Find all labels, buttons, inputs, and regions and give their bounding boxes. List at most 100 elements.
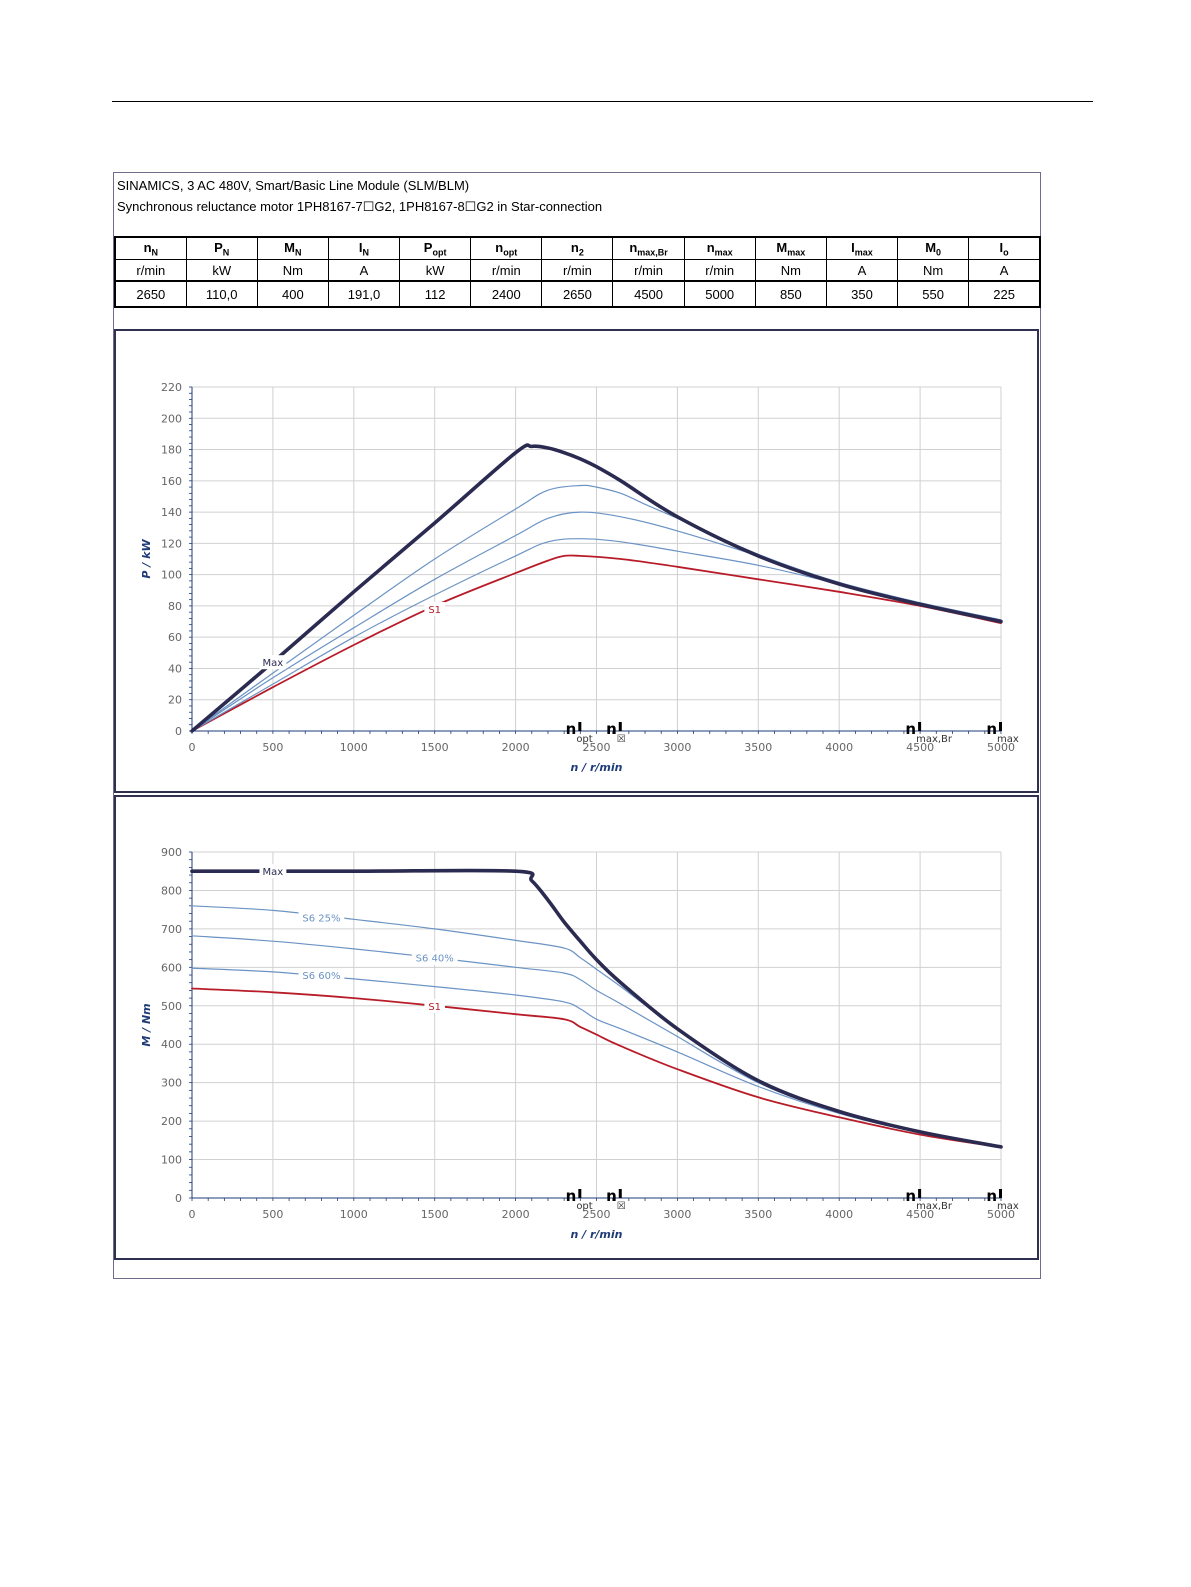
- series-line-s6: [191, 967, 1002, 1148]
- x-tick-label: 1000: [340, 1208, 368, 1221]
- y-tick-label: 300: [161, 1077, 182, 1090]
- x-tick-label: 4500: [906, 1208, 934, 1221]
- param-value: 110,0: [185, 280, 258, 308]
- y-axis-label: P / kW: [140, 539, 153, 579]
- parameter-symbol-row: nN PN MN IN Popt nopt n2 nmax,Br nmax Mmax Imax M0 I…: [113, 236, 1042, 260]
- param-unit: A: [327, 259, 401, 282]
- y-tick-label: 160: [161, 475, 182, 488]
- y-tick-label: 400: [161, 1038, 182, 1051]
- x-tick-label: 500: [262, 741, 283, 754]
- param-symbol: nN: [113, 236, 187, 260]
- top-rule: [112, 101, 1093, 102]
- param-unit: A: [825, 259, 899, 282]
- y-tick-label: 180: [161, 444, 182, 457]
- x-tick-label: 4000: [825, 1208, 853, 1221]
- param-symbol: Popt: [399, 236, 472, 260]
- speed-marker-subscript: max,Br: [916, 734, 953, 745]
- torque-speed-chart: 0 500 1000 1500 2000 2500 3000 3500 4000 4500 5000…: [140, 846, 1019, 1241]
- curve-label: Max: [263, 867, 284, 878]
- param-symbol: Mmax: [754, 236, 827, 260]
- y-tick-label: 120: [161, 537, 182, 550]
- param-symbol: MN: [256, 236, 329, 260]
- x-tick-label: 2500: [583, 1208, 611, 1221]
- y-tick-label: 800: [161, 884, 182, 897]
- curve-label-bg: [259, 655, 287, 670]
- curve-label: S6 60%: [302, 971, 340, 982]
- param-value: 191,0: [327, 280, 401, 308]
- series-line-max: [190, 868, 1003, 1149]
- y-tick-label: 200: [161, 412, 182, 425]
- speed-marker-symbol: n: [986, 720, 997, 738]
- x-axis-label: n / r/min: [570, 1228, 622, 1241]
- curve-label-bg: [424, 602, 445, 617]
- speed-marker-subscript: max: [997, 734, 1019, 745]
- curve-label-bg: [259, 864, 287, 879]
- curve-label-bg: [411, 950, 458, 965]
- x-tick-label: 0: [189, 1208, 196, 1221]
- param-value: 550: [897, 280, 970, 308]
- x-axis-label: n / r/min: [570, 761, 622, 774]
- speed-marker-tick: [618, 722, 622, 731]
- param-symbol: Io: [968, 236, 1042, 260]
- x-tick-label: 2000: [502, 1208, 530, 1221]
- speed-marker-subscript: max: [997, 1201, 1019, 1212]
- param-value: 2650: [541, 280, 614, 308]
- parameter-table: nN PN MN IN Popt nopt n2 nmax,Br nmax Mmax Imax M0 I…: [113, 236, 1042, 308]
- series-line-max: [190, 443, 1003, 733]
- y-tick-label: 0: [175, 725, 182, 738]
- param-value: 850: [754, 280, 827, 308]
- series-line-s1: [191, 554, 1002, 732]
- param-unit: kW: [399, 259, 472, 282]
- param-unit: A: [968, 259, 1042, 282]
- x-tick-label: 5000: [987, 1208, 1015, 1221]
- param-symbol: nmax: [683, 236, 756, 260]
- grid: [192, 386, 1002, 731]
- series-line-s1: [191, 987, 1002, 1149]
- x-tick-label: 5000: [987, 741, 1015, 754]
- speed-marker-symbol: n: [905, 720, 916, 738]
- speed-marker-symbol: n: [606, 1187, 617, 1205]
- x-tick-label: 4500: [906, 741, 934, 754]
- curve-label: S1: [428, 605, 441, 616]
- y-tick-label: 220: [161, 381, 182, 394]
- x-tick-label: 3500: [744, 741, 772, 754]
- param-symbol: nopt: [470, 236, 543, 260]
- y-tick-label: 20: [168, 694, 182, 707]
- param-value: 2650: [113, 280, 187, 308]
- x-tick-label: 2000: [502, 741, 530, 754]
- speed-marker-symbol: n: [606, 720, 617, 738]
- y-axis-label: M / Nm: [140, 1003, 153, 1046]
- header-line-2: Synchronous reluctance motor 1PH8167-7☐G…: [117, 199, 603, 214]
- param-symbol: M0: [897, 236, 970, 260]
- curve-label: S6 25%: [302, 913, 340, 924]
- speed-marker-tick: [578, 1189, 582, 1198]
- x-tick-label: 500: [262, 1208, 283, 1221]
- param-unit: Nm: [256, 259, 329, 282]
- y-tick-label: 80: [168, 600, 182, 613]
- param-unit: kW: [185, 259, 258, 282]
- y-tick-label: 100: [161, 569, 182, 582]
- param-unit: r/min: [470, 259, 543, 282]
- param-unit: Nm: [754, 259, 827, 282]
- speed-marker-tick: [918, 1189, 922, 1198]
- param-value: 350: [825, 280, 899, 308]
- speed-marker-symbol: n: [905, 1187, 916, 1205]
- curve-label-bg: [424, 998, 445, 1013]
- param-symbol: n2: [541, 236, 614, 260]
- x-tick-label: 4000: [825, 741, 853, 754]
- param-unit: r/min: [113, 259, 187, 282]
- param-symbol: Imax: [825, 236, 899, 260]
- param-unit: Nm: [897, 259, 970, 282]
- speed-marker-symbol: n: [566, 1187, 577, 1205]
- curve-label: S1: [428, 1002, 441, 1013]
- speed-marker-tick: [618, 1189, 622, 1198]
- speed-marker-subscript: opt: [576, 734, 592, 745]
- param-value: 5000: [683, 280, 756, 308]
- y-tick-label: 40: [168, 662, 182, 675]
- x-tick-label: 3500: [744, 1208, 772, 1221]
- y-tick-label: 60: [168, 631, 182, 644]
- param-unit: r/min: [612, 259, 685, 282]
- speed-marker-subscript: ☒: [617, 1201, 626, 1212]
- power-speed-chart: 0 500 1000 1500 2000 2500 3000 3500 4000 4500 5000…: [140, 381, 1019, 774]
